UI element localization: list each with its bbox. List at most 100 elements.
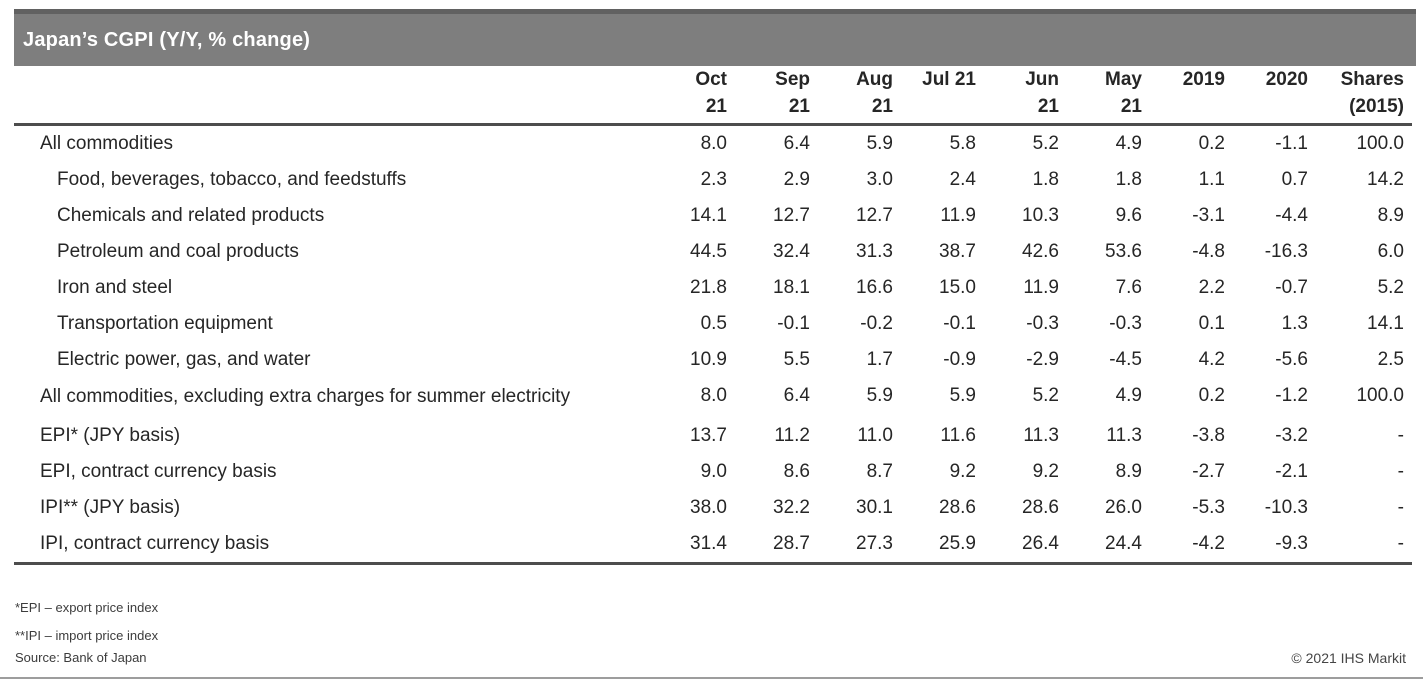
table-row: Iron and steel 21.8 18.1 16.6 15.0 11.9 7.6 2.2… [14,270,1412,306]
value-cell: 7.6 [1115,277,1142,298]
value-cell: 5.5 [783,349,810,370]
value-cell: -2.1 [1275,461,1308,482]
value-cell: 18.1 [773,277,810,298]
value-cell: 0.7 [1281,169,1308,190]
column-header-shares-2015: Shares (2015) [1340,69,1404,117]
value-cell: -0.1 [777,313,810,334]
value-cell: 28.7 [773,533,810,554]
row-label: IPI, contract currency basis [40,533,270,554]
table-row: Electric power, gas, and water 10.9 5.5 1.7… [14,342,1412,378]
value-cell: 42.6 [1022,241,1059,262]
value-cell: -4.8 [1192,241,1225,262]
footnote-epi: *EPI – export price index [15,600,159,615]
value-cell: 11.9 [940,205,976,226]
value-cell: 4.2 [1198,349,1225,370]
cgpi-table: Oct 21 Sep 21 Aug 21 Jul 21 Jun 21 May 21 2019 2020 S… [14,66,1412,565]
value-cell: 2.9 [783,169,810,190]
value-cell: 8.6 [783,461,810,482]
column-header-may-21: May 21 [1105,69,1142,117]
value-cell: 1.7 [866,349,893,370]
value-cell: -3.1 [1192,205,1225,226]
value-cell: -10.3 [1264,497,1308,518]
value-cell: 11.6 [940,425,976,446]
value-cell: 15.0 [939,277,976,298]
value-cell: 10.3 [1022,205,1059,226]
value-cell: 14.1 [1367,313,1404,334]
value-cell: 100.0 [1356,385,1404,406]
column-header-2020: 2020 [1265,69,1308,90]
table-row: Transportation equipment 0.5 -0.1 -0.2 -0.1 -… [14,306,1412,342]
value-cell: 9.2 [949,461,976,482]
table-row: EPI, contract currency basis 9.0 8.6 8.7 9.2… [14,454,1412,490]
value-cell: 1.8 [1115,169,1142,190]
value-cell: -0.2 [860,313,893,334]
value-cell: 21.8 [690,277,727,298]
row-label: All commodities, excluding extra charges… [40,386,571,407]
row-label: Chemicals and related products [57,205,325,226]
value-cell: 5.9 [866,133,893,154]
value-cell: -4.5 [1109,349,1142,370]
value-cell: -1.1 [1275,133,1308,154]
copyright-notice: © 2021 IHS Markit [1291,650,1406,666]
value-cell: 26.4 [1022,533,1059,554]
value-cell: 31.4 [690,533,727,554]
value-cell: 32.4 [773,241,810,262]
footnote-ipi: **IPI – import price index [15,628,159,643]
value-cell: 9.2 [1032,461,1059,482]
table-row: All commodities, excluding extra charges… [14,378,1412,418]
value-cell: 24.4 [1105,533,1142,554]
table-row: IPI, contract currency basis 31.4 28.7 27.3… [14,526,1412,564]
row-label: Petroleum and coal products [57,241,299,262]
value-cell: 30.1 [856,497,893,518]
column-header-2019: 2019 [1182,69,1225,90]
value-cell: 1.8 [1032,169,1059,190]
value-cell: 44.5 [690,241,727,262]
value-cell: 27.3 [856,533,893,554]
column-header-jul-21: Jul 21 [922,69,976,90]
row-label: Food, beverages, tobacco, and feedstuffs [57,169,407,190]
value-cell: 2.3 [700,169,727,190]
value-cell: 12.7 [773,205,810,226]
value-cell: -3.8 [1192,425,1225,446]
value-cell: -16.3 [1264,241,1308,262]
value-cell: 14.2 [1367,169,1404,190]
value-cell: 8.9 [1115,461,1142,482]
table-row: IPI** (JPY basis) 38.0 32.2 30.1 28.6 28.6 26.… [14,490,1412,526]
row-label: EPI* (JPY basis) [40,425,181,446]
row-label: EPI, contract currency basis [40,461,277,482]
header-spacer [14,66,652,125]
table-row: EPI* (JPY basis) 13.7 11.2 11.0 11.6 11.3 11.3… [14,418,1412,454]
value-cell: 5.2 [1377,277,1404,298]
value-cell: 11.3 [1023,425,1059,446]
value-cell: 38.0 [690,497,727,518]
value-cell: - [1397,425,1404,446]
value-cell: -4.2 [1192,533,1225,554]
column-header-jun-21: Jun 21 [1025,69,1059,117]
row-label: Transportation equipment [57,313,273,334]
value-cell: 9.0 [700,461,727,482]
value-cell: 53.6 [1105,241,1142,262]
value-cell: 12.7 [856,205,893,226]
value-cell: 28.6 [939,497,976,518]
value-cell: 38.7 [939,241,976,262]
value-cell: 8.7 [866,461,893,482]
value-cell: 8.0 [700,133,727,154]
value-cell: 11.0 [857,425,893,446]
value-cell: -0.3 [1026,313,1059,334]
value-cell: 32.2 [773,497,810,518]
value-cell: 4.9 [1115,133,1142,154]
value-cell: 26.0 [1105,497,1142,518]
value-cell: 5.8 [949,133,976,154]
value-cell: 9.6 [1115,205,1142,226]
table-row: Food, beverages, tobacco, and feedstuffs… [14,162,1412,198]
row-label: Electric power, gas, and water [57,349,311,370]
column-header-sep-21: Sep 21 [775,69,810,117]
row-label: IPI** (JPY basis) [40,497,181,518]
column-header-oct-21: Oct 21 [695,69,727,117]
value-cell: 25.9 [939,533,976,554]
value-cell: 100.0 [1356,133,1404,154]
source-note: Source: Bank of Japan [15,650,147,665]
value-cell: -0.1 [943,313,976,334]
column-header-aug-21: Aug 21 [856,69,893,117]
value-cell: -5.6 [1275,349,1308,370]
